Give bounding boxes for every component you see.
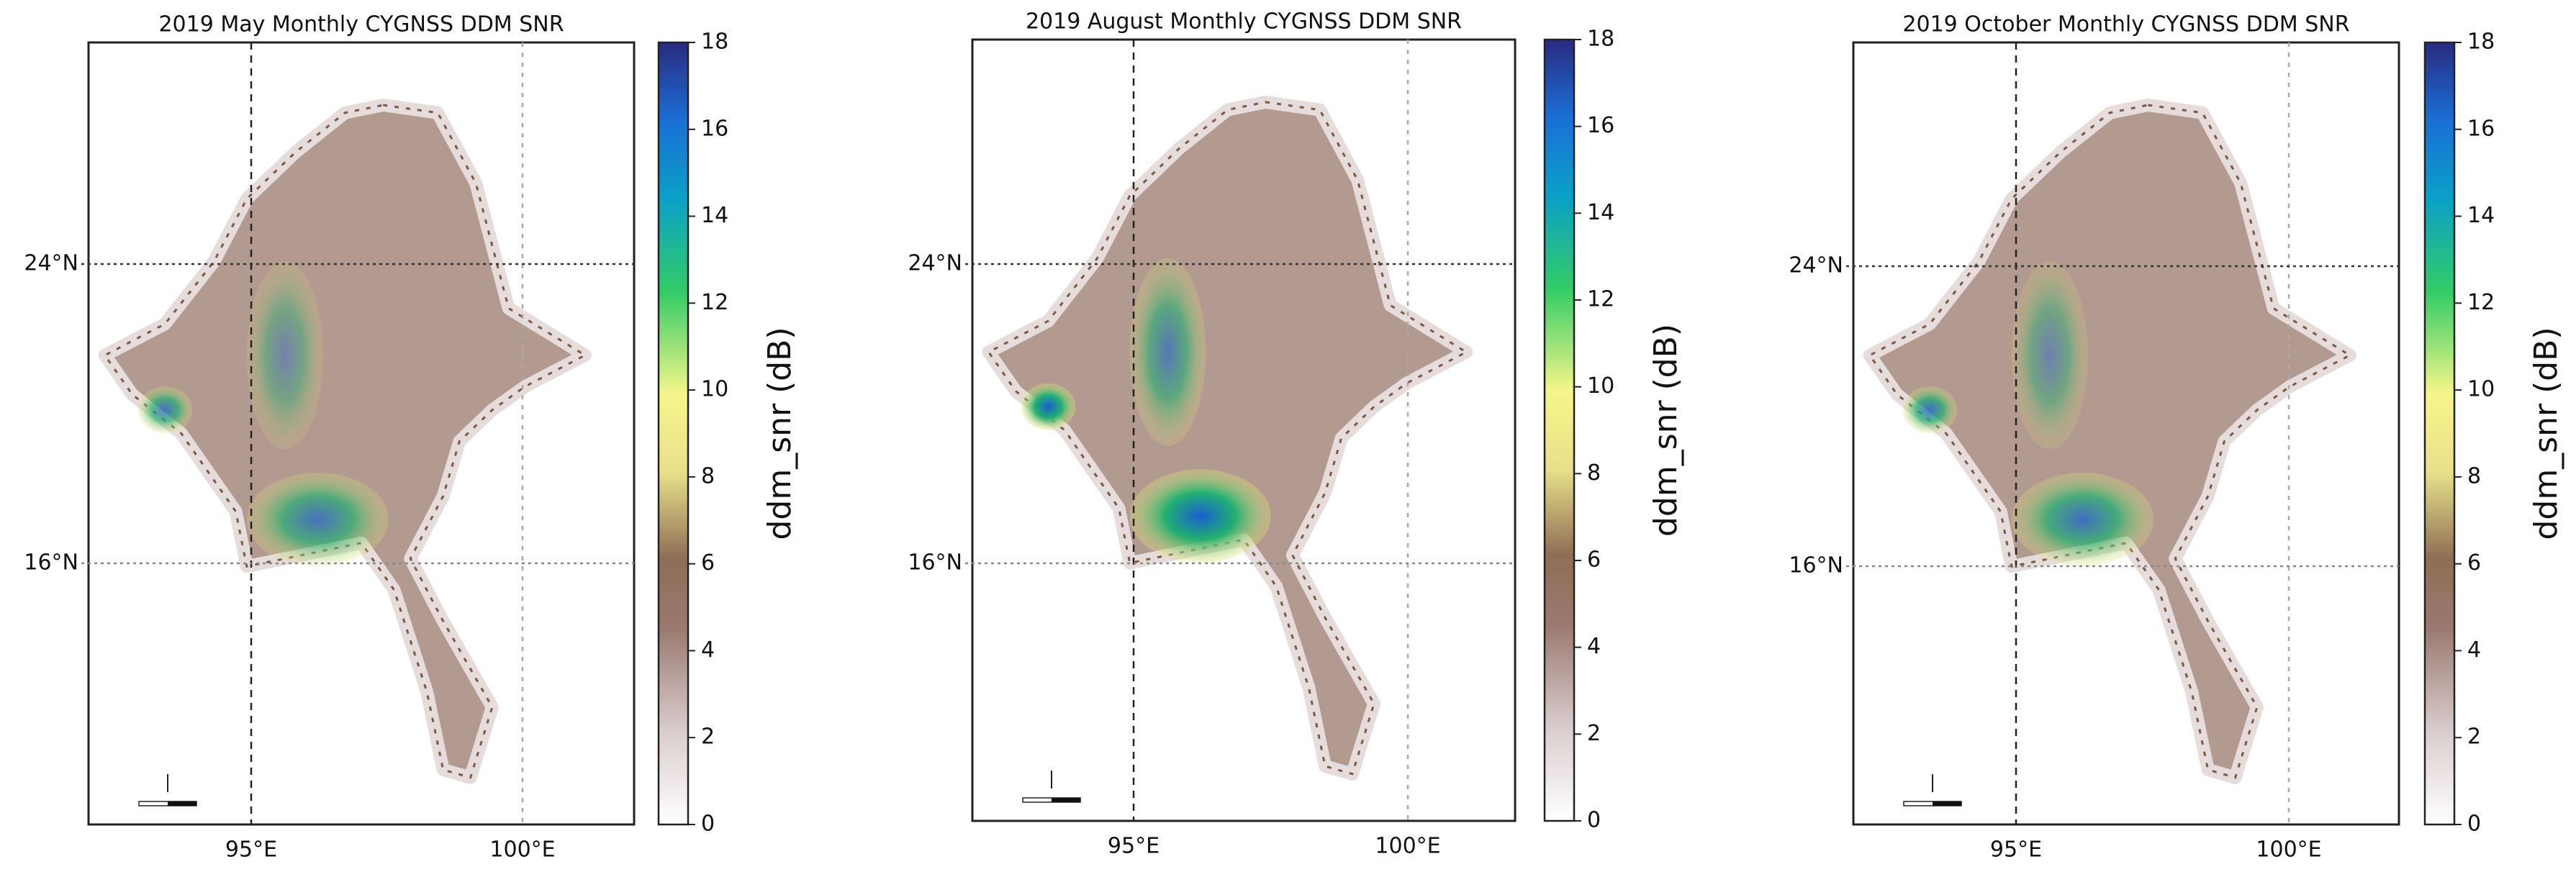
colorbar-tick-label: 18 bbox=[1587, 27, 1614, 52]
colorbar-tick-label: 14 bbox=[701, 203, 728, 228]
lat-label: 24°N bbox=[1789, 253, 1843, 278]
land-texture bbox=[987, 101, 1469, 776]
colorbar-tick-label: 16 bbox=[1587, 113, 1614, 138]
lat-label: 24°N bbox=[24, 251, 78, 276]
wet-area bbox=[2011, 261, 2088, 450]
panel-title: 2019 October Monthly CYGNSS DDM SNR bbox=[1902, 12, 2349, 37]
lat-label: 24°N bbox=[908, 251, 962, 276]
wet-area bbox=[246, 261, 323, 450]
lon-label: 95°E bbox=[1108, 834, 1160, 859]
wet-area bbox=[1129, 258, 1206, 446]
colorbar-tick-label: 12 bbox=[1587, 287, 1614, 312]
wet-area bbox=[1902, 386, 1958, 434]
wet-area bbox=[1129, 469, 1271, 563]
scale-bar bbox=[1052, 798, 1080, 802]
colorbar-tick-label: 10 bbox=[2467, 377, 2495, 402]
colorbar-tick-label: 8 bbox=[1587, 460, 1601, 486]
map-panel: 2019 October Monthly CYGNSS DDM SNR 95°E 1… bbox=[1789, 12, 2564, 863]
colorbar bbox=[1543, 38, 1576, 822]
colorbar-tick-label: 0 bbox=[2467, 812, 2481, 837]
panel-title: 2019 May Monthly CYGNSS DDM SNR bbox=[158, 12, 564, 37]
colorbar-tick-label: 8 bbox=[2467, 463, 2481, 489]
wet-area bbox=[246, 472, 389, 567]
panel-title: 2019 August Monthly CYGNSS DDM SNR bbox=[1026, 9, 1462, 35]
colorbar-tick-label: 0 bbox=[1587, 808, 1601, 833]
colorbar-tick-label: 18 bbox=[701, 29, 728, 55]
wet-area bbox=[137, 386, 193, 434]
colorbar-tick-label: 2 bbox=[2467, 724, 2481, 750]
lon-label: 100°E bbox=[2256, 837, 2321, 863]
colorbar-tick-label: 10 bbox=[701, 377, 728, 402]
colorbar-tick-label: 2 bbox=[701, 724, 715, 750]
colorbar-tick-label: 4 bbox=[701, 637, 715, 663]
colorbar-label: ddm_snr (dB) bbox=[1648, 324, 1684, 537]
lat-label: 16°N bbox=[1789, 553, 1843, 578]
colorbar-tick-label: 4 bbox=[2467, 637, 2481, 663]
scale-bar bbox=[1933, 801, 1961, 806]
colorbar-tick-label: 14 bbox=[2467, 203, 2495, 228]
lon-label: 100°E bbox=[1375, 834, 1440, 859]
colorbar-tick-label: 6 bbox=[701, 550, 715, 576]
lat-label: 16°N bbox=[24, 550, 78, 576]
land-texture bbox=[103, 104, 587, 779]
colorbar-tick-label: 6 bbox=[2467, 550, 2481, 576]
wet-area bbox=[1021, 383, 1076, 430]
colorbar-tick-label: 12 bbox=[701, 290, 728, 315]
colorbar-tick-label: 2 bbox=[1587, 721, 1601, 746]
colorbar-label: ddm_snr (dB) bbox=[761, 327, 798, 540]
colorbar-tick-label: 4 bbox=[1587, 634, 1601, 659]
lon-label: 95°E bbox=[1990, 837, 2042, 863]
colorbar-tick-label: 16 bbox=[701, 116, 728, 141]
colorbar-tick-label: 14 bbox=[1587, 200, 1614, 225]
land-texture bbox=[1868, 104, 2352, 779]
colorbar-tick-label: 16 bbox=[2467, 116, 2495, 141]
colorbar-tick-label: 12 bbox=[2467, 290, 2495, 315]
map-panel: 2019 August Monthly CYGNSS DDM SNR 95°E 10… bbox=[908, 9, 1684, 859]
lat-label: 16°N bbox=[908, 550, 962, 576]
map-panel: 2019 May Monthly CYGNSS DDM SNR 95°E 100°E… bbox=[24, 12, 798, 863]
colorbar-tick-label: 0 bbox=[701, 812, 715, 837]
colorbar bbox=[2423, 41, 2456, 826]
lon-label: 100°E bbox=[489, 837, 555, 863]
colorbar-tick-label: 8 bbox=[701, 463, 715, 489]
lon-label: 95°E bbox=[225, 837, 277, 863]
colorbar-tick-label: 6 bbox=[1587, 547, 1601, 573]
colorbar-tick-label: 10 bbox=[1587, 373, 1614, 399]
colorbar-label: ddm_snr (dB) bbox=[2528, 327, 2564, 540]
scale-bar bbox=[168, 801, 196, 806]
wet-area bbox=[2011, 472, 2154, 567]
colorbar-tick-label: 18 bbox=[2467, 29, 2495, 55]
colorbar bbox=[657, 41, 690, 826]
